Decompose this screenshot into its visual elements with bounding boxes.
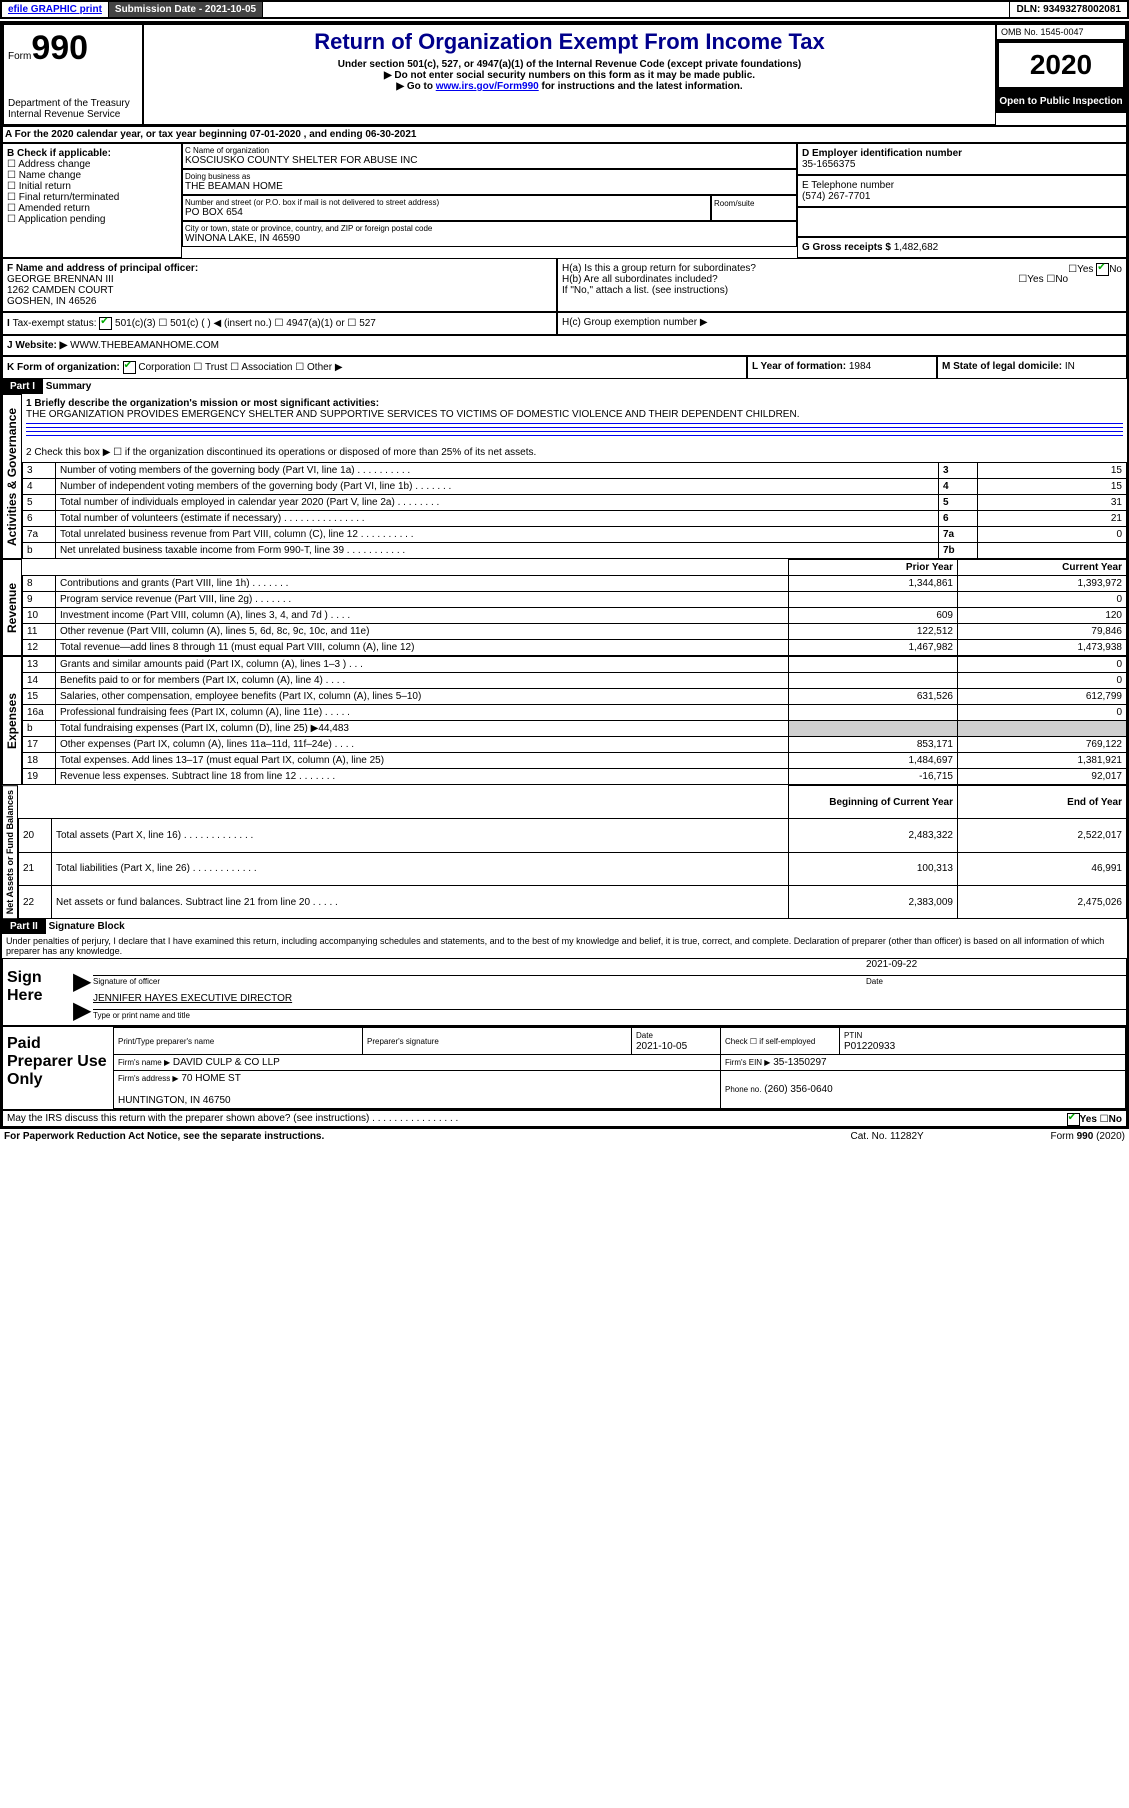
- domicile: IN: [1065, 361, 1075, 372]
- section-net: Net Assets or Fund Balances: [2, 785, 18, 919]
- table-row: 8Contributions and grants (Part VIII, li…: [23, 576, 1127, 592]
- table-row: 18Total expenses. Add lines 13–17 (must …: [23, 753, 1127, 769]
- section-gov: Activities & Governance: [2, 394, 22, 559]
- addr-lbl: Number and street (or P.O. box if mail i…: [185, 198, 708, 207]
- chk-amended[interactable]: ☐ Amended return: [7, 203, 177, 214]
- addr: PO BOX 654: [185, 207, 708, 218]
- gov-table: 3Number of voting members of the governi…: [22, 462, 1127, 559]
- org-name: KOSCIUSKO COUNTY SHELTER FOR ABUSE INC: [185, 155, 794, 166]
- sign-date: 2021-09-22: [866, 959, 1126, 976]
- j-lbl: Website: ▶: [15, 340, 67, 351]
- pra: For Paperwork Reduction Act Notice, see …: [4, 1131, 851, 1142]
- l-lbl: L Year of formation:: [752, 361, 846, 372]
- part2-title: Signature Block: [49, 921, 125, 932]
- table-row: 21Total liabilities (Part X, line 26) . …: [19, 852, 1127, 885]
- form-title: Return of Organization Exempt From Incom…: [144, 25, 995, 59]
- table-row: bNet unrelated business taxable income f…: [23, 543, 1127, 559]
- paid-preparer: Paid Preparer Use Only: [3, 1027, 113, 1109]
- form-sub3: ▶ Go to www.irs.gov/Form990 for instruct…: [144, 81, 995, 92]
- year-formed: 1984: [849, 361, 871, 372]
- table-row: 15Salaries, other compensation, employee…: [23, 689, 1127, 705]
- table-row: 16aProfessional fundraising fees (Part I…: [23, 705, 1127, 721]
- form-label: Form990: [8, 29, 138, 68]
- irs-discuss: May the IRS discuss this return with the…: [2, 1110, 1127, 1127]
- phone: (574) 267-7701: [802, 191, 1122, 202]
- m-lbl: M State of legal domicile:: [942, 361, 1062, 372]
- officer: GEORGE BRENNAN III 1262 CAMDEN COURT GOS…: [7, 274, 552, 307]
- h-b: H(b) Are all subordinates included? ☐Yes…: [562, 274, 1122, 285]
- declaration: Under penalties of perjury, I declare th…: [2, 934, 1127, 958]
- efile-link[interactable]: efile GRAPHIC print: [8, 4, 102, 15]
- cat-no: Cat. No. 11282Y: [851, 1131, 1051, 1142]
- table-row: 10Investment income (Part VIII, column (…: [23, 608, 1127, 624]
- revenue-table: Prior YearCurrent Year8Contributions and…: [22, 559, 1127, 656]
- table-row: 14Benefits paid to or for members (Part …: [23, 673, 1127, 689]
- q2: 2 Check this box ▶ ☐ if the organization…: [22, 443, 1127, 462]
- table-row: 5Total number of individuals employed in…: [23, 495, 1127, 511]
- header-bar: efile GRAPHIC print Submission Date - 20…: [0, 0, 1129, 19]
- sign-here: Sign Here: [3, 959, 73, 1025]
- sig-lbl: Signature of officer: [93, 977, 160, 986]
- table-row: 6Total number of volunteers (estimate if…: [23, 511, 1127, 527]
- open-inspection: Open to Public Inspection: [996, 90, 1126, 113]
- part2-hdr: Part II: [2, 919, 46, 934]
- section-rev: Revenue: [2, 559, 22, 656]
- table-row: 12Total revenue—add lines 8 through 11 (…: [23, 640, 1127, 656]
- table-row: 22Net assets or fund balances. Subtract …: [19, 885, 1127, 918]
- table-row: 13Grants and similar amounts paid (Part …: [23, 657, 1127, 673]
- table-row: 9Program service revenue (Part VIII, lin…: [23, 592, 1127, 608]
- chk-initial[interactable]: ☐ Initial return: [7, 181, 177, 192]
- expenses-table: 13Grants and similar amounts paid (Part …: [22, 656, 1127, 785]
- table-row: 20Total assets (Part X, line 16) . . . .…: [19, 819, 1127, 852]
- chk-address[interactable]: ☐ Address change: [7, 159, 177, 170]
- room-lbl: Room/suite: [714, 199, 754, 208]
- q1-lbl: 1 Briefly describe the organization's mi…: [26, 398, 379, 409]
- chk-name[interactable]: ☐ Name change: [7, 170, 177, 181]
- e-lbl: E Telephone number: [802, 180, 1122, 191]
- chk-pending[interactable]: ☐ Application pending: [7, 214, 177, 225]
- table-row: bTotal fundraising expenses (Part IX, co…: [23, 721, 1127, 737]
- table-row: 11Other revenue (Part VIII, column (A), …: [23, 624, 1127, 640]
- c-lbl: C Name of organization: [185, 146, 794, 155]
- k-row: K Form of organization: Corporation ☐ Tr…: [2, 356, 747, 379]
- table-row: 4Number of independent voting members of…: [23, 479, 1127, 495]
- table-row: 7aTotal unrelated business revenue from …: [23, 527, 1127, 543]
- gross: 1,482,682: [894, 242, 939, 253]
- city: WINONA LAKE, IN 46590: [185, 233, 794, 244]
- section-b-hdr: B Check if applicable:: [7, 148, 177, 159]
- table-row: 19Revenue less expenses. Subtract line 1…: [23, 769, 1127, 785]
- chk-final[interactable]: ☐ Final return/terminated: [7, 192, 177, 203]
- form-sub2: ▶ Do not enter social security numbers o…: [144, 70, 995, 81]
- table-row: 17Other expenses (Part IX, column (A), l…: [23, 737, 1127, 753]
- submission-date: Submission Date - 2021-10-05: [109, 2, 263, 17]
- ein: 35-1656375: [802, 159, 1122, 170]
- dba-lbl: Doing business as: [185, 172, 794, 181]
- net-table: Beginning of Current YearEnd of Year20To…: [18, 785, 1127, 919]
- city-lbl: City or town, state or province, country…: [185, 224, 794, 233]
- dept: Department of the Treasury Internal Reve…: [8, 98, 138, 120]
- h-c: H(c) Group exemption number ▶: [557, 312, 1127, 335]
- h-bno: If "No," attach a list. (see instruction…: [562, 285, 1122, 296]
- table-row: 3Number of voting members of the governi…: [23, 463, 1127, 479]
- d-lbl: D Employer identification number: [802, 148, 1122, 159]
- mission: THE ORGANIZATION PROVIDES EMERGENCY SHEL…: [26, 409, 799, 420]
- h-a: H(a) Is this a group return for subordin…: [562, 263, 1122, 274]
- part1-hdr: Part I: [2, 379, 43, 394]
- tax-status: I Tax-exempt status: 501(c)(3) ☐ 501(c) …: [2, 312, 557, 335]
- g-lbl: G Gross receipts $: [802, 242, 891, 253]
- dba: THE BEAMAN HOME: [185, 181, 794, 192]
- tax-year: 2020: [996, 40, 1126, 90]
- website[interactable]: WWW.THEBEAMANHOME.COM: [70, 340, 219, 351]
- part1-title: Summary: [46, 381, 92, 392]
- section-exp: Expenses: [2, 656, 22, 785]
- form-foot: Form 990 (2020): [1051, 1131, 1125, 1142]
- f-lbl: F Name and address of principal officer:: [7, 263, 552, 274]
- officer-name: JENNIFER HAYES EXECUTIVE DIRECTOR: [93, 993, 1126, 1010]
- form-sub1: Under section 501(c), 527, or 4947(a)(1)…: [144, 59, 995, 70]
- omb: OMB No. 1545-0047: [996, 24, 1126, 40]
- dln: DLN: 93493278002081: [1010, 2, 1127, 17]
- period-line: A For the 2020 calendar year, or tax yea…: [2, 126, 1127, 143]
